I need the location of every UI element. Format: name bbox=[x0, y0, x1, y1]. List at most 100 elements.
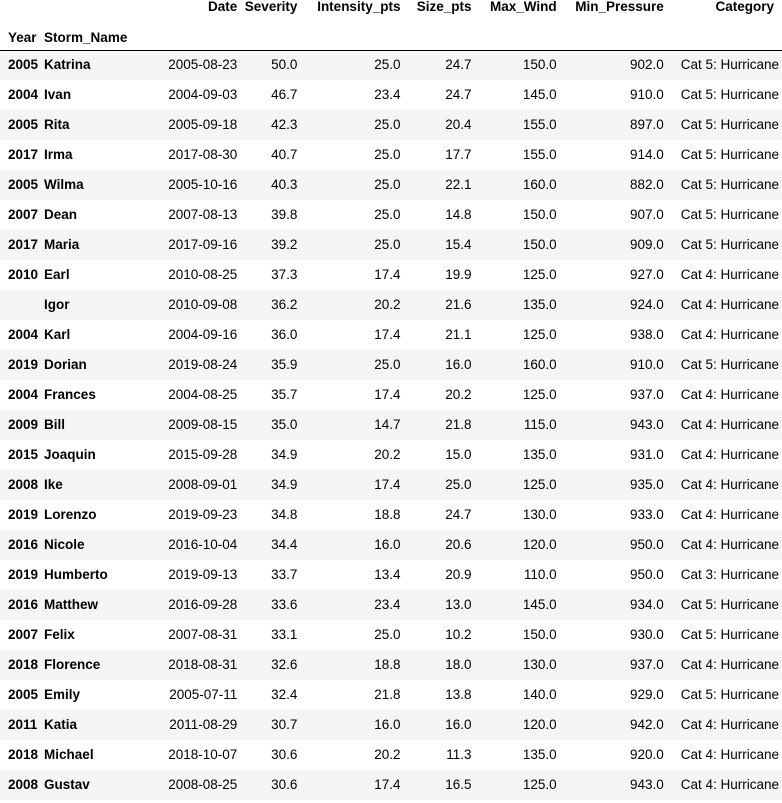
cell-max-wind: 160.0 bbox=[522, 357, 557, 372]
cell-min-pressure: 909.0 bbox=[629, 237, 664, 252]
cell-max-wind: 115.0 bbox=[523, 417, 557, 432]
cell-min-pressure: 927.0 bbox=[629, 267, 664, 282]
cell-intensity-pts: 14.7 bbox=[374, 417, 401, 432]
cell-size-pts: 17.7 bbox=[445, 147, 472, 162]
row-index-storm-name: Florence bbox=[44, 657, 101, 672]
cell-min-pressure: 931.0 bbox=[629, 447, 664, 462]
cell-severity: 32.6 bbox=[271, 657, 298, 672]
cell-severity: 42.3 bbox=[271, 117, 298, 132]
blank-header-cell bbox=[560, 21, 667, 50]
row-index-storm-name: Nicole bbox=[44, 537, 85, 552]
cell-severity: 34.8 bbox=[271, 507, 298, 522]
cell-date: 2019-09-13 bbox=[168, 567, 238, 582]
cell-severity: 46.7 bbox=[271, 87, 298, 102]
cell-date: 2010-09-08 bbox=[168, 297, 238, 312]
cell-min-pressure: 933.0 bbox=[629, 507, 664, 522]
table-row: 2004 Frances 2004-08-25 35.7 17.4 20.2 125.0 93… bbox=[0, 380, 782, 410]
cell-min-pressure: 935.0 bbox=[629, 477, 664, 492]
table-row: 2018 Florence 2018-08-31 32.6 18.8 18.0 130.0 9… bbox=[0, 650, 782, 680]
row-index-year: 2019 bbox=[8, 567, 39, 582]
cell-intensity-pts: 25.0 bbox=[374, 117, 401, 132]
cell-severity: 37.3 bbox=[271, 267, 298, 282]
row-index-year: 2007 bbox=[8, 207, 39, 222]
cell-size-pts: 16.5 bbox=[445, 777, 472, 792]
cell-max-wind: 145.0 bbox=[522, 597, 557, 612]
cell-severity: 36.2 bbox=[271, 297, 298, 312]
cell-min-pressure: 930.0 bbox=[629, 627, 664, 642]
cell-min-pressure: 882.0 bbox=[629, 177, 664, 192]
cell-size-pts: 14.8 bbox=[445, 207, 472, 222]
cell-min-pressure: 943.0 bbox=[629, 777, 664, 792]
cell-min-pressure: 924.0 bbox=[629, 297, 664, 312]
cell-max-wind: 155.0 bbox=[522, 117, 557, 132]
row-index-year: 2004 bbox=[8, 327, 39, 342]
cell-max-wind: 135.0 bbox=[522, 447, 557, 462]
cell-size-pts: 24.7 bbox=[445, 87, 472, 102]
cell-min-pressure: 910.0 bbox=[629, 357, 664, 372]
cell-size-pts: 21.8 bbox=[445, 417, 472, 432]
cell-date: 2009-08-15 bbox=[168, 417, 238, 432]
cell-intensity-pts: 25.0 bbox=[374, 147, 401, 162]
cell-date: 2004-09-03 bbox=[168, 87, 238, 102]
row-index-storm-name: Dean bbox=[44, 207, 78, 222]
row-index-storm-name: Dorian bbox=[44, 357, 87, 372]
cell-severity: 50.0 bbox=[271, 57, 298, 73]
row-index-storm-name: Ivan bbox=[44, 87, 72, 102]
table-row: 2019 Dorian 2019-08-24 35.9 25.0 16.0 160.0 910… bbox=[0, 350, 782, 380]
row-index-year: 2007 bbox=[8, 627, 39, 642]
row-index-year: 2019 bbox=[8, 357, 39, 372]
cell-max-wind: 155.0 bbox=[522, 147, 557, 162]
table-row: 2005 Katrina 2005-08-23 50.0 25.0 24.7 150.0 90… bbox=[0, 50, 782, 80]
cell-min-pressure: 937.0 bbox=[629, 387, 664, 402]
row-index-storm-name: Katia bbox=[44, 717, 78, 732]
row-index-year: 2019 bbox=[8, 507, 39, 522]
row-index-storm-name: Bill bbox=[44, 417, 66, 432]
cell-intensity-pts: 17.4 bbox=[374, 777, 401, 792]
row-index-storm-name: Rita bbox=[44, 117, 70, 132]
cell-date: 2019-09-23 bbox=[168, 507, 238, 522]
cell-size-pts: 20.2 bbox=[445, 387, 472, 402]
table-row: 2004 Karl 2004-09-16 36.0 17.4 21.1 125.0 938.0… bbox=[0, 320, 782, 350]
cell-size-pts: 19.9 bbox=[445, 267, 472, 282]
row-index-storm-name: Humberto bbox=[44, 567, 108, 582]
cell-max-wind: 150.0 bbox=[522, 237, 557, 252]
cell-max-wind: 150.0 bbox=[522, 627, 557, 642]
column-header-intensity-pts: Intensity_pts bbox=[317, 0, 401, 14]
table-row: 2009 Bill 2009-08-15 35.0 14.7 21.8 115.0 943.0… bbox=[0, 410, 782, 440]
blank-header-cell bbox=[475, 21, 560, 50]
cell-date: 2005-08-23 bbox=[168, 57, 238, 73]
cell-size-pts: 11.3 bbox=[446, 747, 472, 762]
row-index-storm-name: Karl bbox=[44, 327, 71, 342]
cell-category: Cat 4: Hurricane bbox=[680, 747, 779, 762]
row-index-storm-name: Emily bbox=[44, 687, 81, 702]
cell-max-wind: 160.0 bbox=[522, 177, 557, 192]
row-index-storm-name: Felix bbox=[44, 627, 75, 642]
cell-min-pressure: 942.0 bbox=[629, 717, 664, 732]
table-row: 2017 Irma 2017-08-30 40.7 25.0 17.7 155.0 914.0… bbox=[0, 140, 782, 170]
cell-severity: 34.9 bbox=[271, 447, 298, 462]
cell-date: 2008-08-25 bbox=[168, 777, 238, 792]
cell-intensity-pts: 23.4 bbox=[374, 87, 401, 102]
cell-size-pts: 24.7 bbox=[445, 507, 472, 522]
row-index-year: 2005 bbox=[8, 117, 39, 132]
row-index-storm-name: Maria bbox=[44, 237, 80, 252]
row-index-year: 2017 bbox=[8, 147, 39, 162]
cell-max-wind: 145.0 bbox=[522, 87, 557, 102]
cell-max-wind: 125.0 bbox=[522, 777, 557, 792]
table-row: 2019 Lorenzo 2019-09-23 34.8 18.8 24.7 130.0 93… bbox=[0, 500, 782, 530]
cell-max-wind: 135.0 bbox=[522, 297, 557, 312]
cell-size-pts: 16.0 bbox=[445, 717, 472, 732]
cell-severity: 39.2 bbox=[271, 237, 298, 252]
cell-min-pressure: 950.0 bbox=[629, 567, 664, 582]
cell-intensity-pts: 17.4 bbox=[374, 477, 401, 492]
index-header-row: Year Storm_Name bbox=[0, 21, 782, 50]
cell-severity: 36.0 bbox=[271, 327, 298, 342]
cell-category: Cat 5: Hurricane bbox=[680, 597, 779, 612]
row-index-year: 2005 bbox=[8, 687, 39, 702]
table-row: 2016 Nicole 2016-10-04 34.4 16.0 20.6 120.0 950… bbox=[0, 530, 782, 560]
cell-intensity-pts: 18.8 bbox=[374, 507, 401, 522]
row-index-year: 2016 bbox=[8, 537, 39, 552]
cell-category: Cat 5: Hurricane bbox=[680, 87, 779, 102]
cell-severity: 33.1 bbox=[271, 627, 298, 642]
cell-intensity-pts: 17.4 bbox=[374, 327, 401, 342]
